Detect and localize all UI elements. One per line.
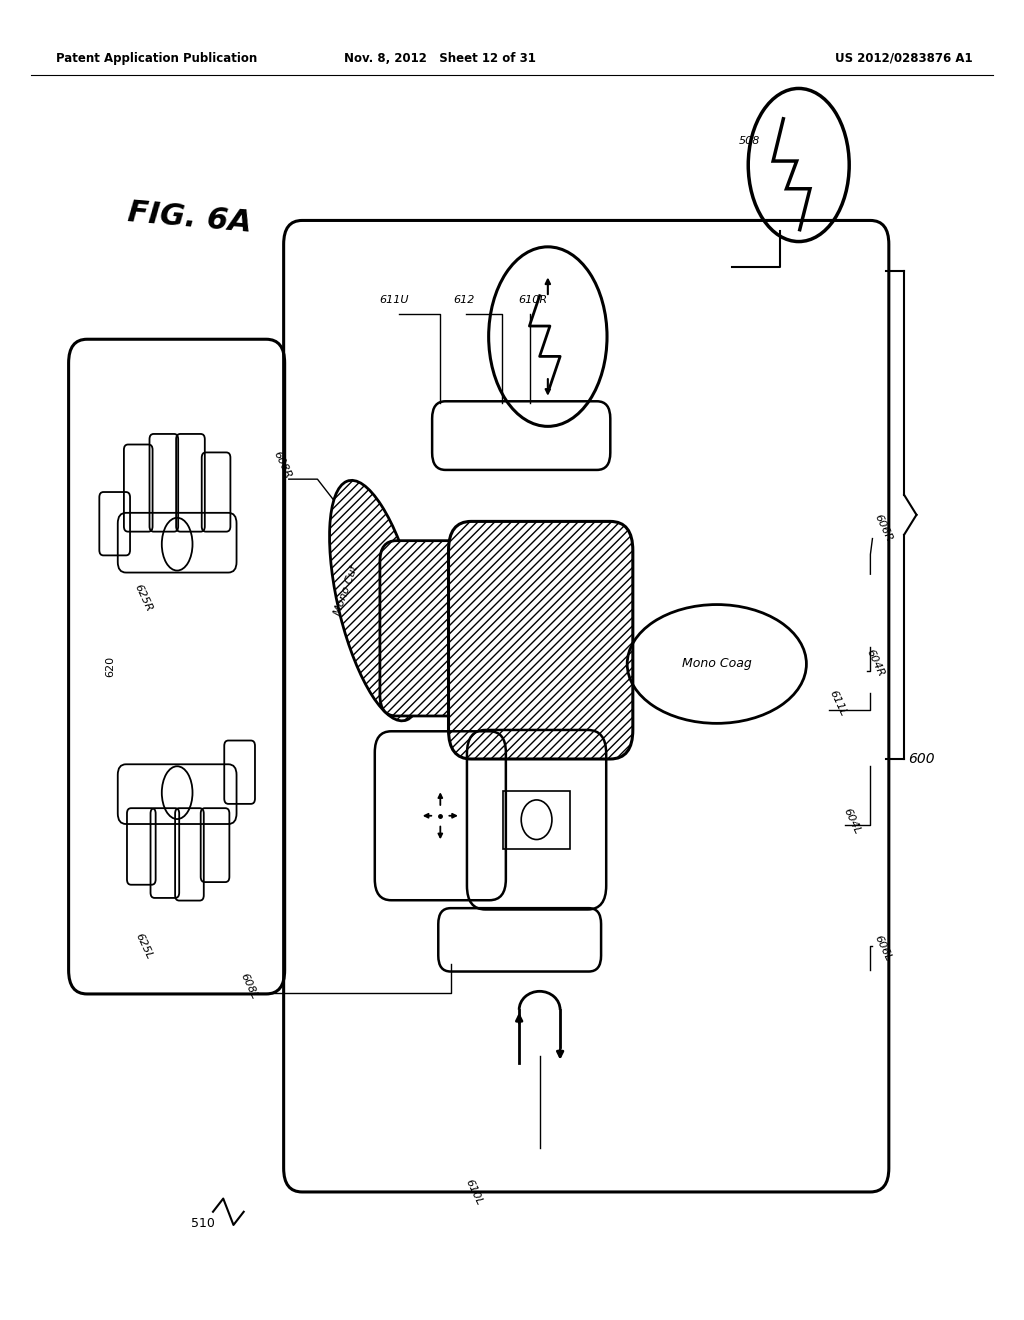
- Text: Patent Application Publication: Patent Application Publication: [56, 51, 258, 65]
- Text: Mono Coag: Mono Coag: [682, 657, 752, 671]
- Text: 625R: 625R: [133, 582, 154, 614]
- Text: 608R: 608R: [272, 449, 293, 480]
- Text: Mono Cut: Mono Cut: [333, 564, 359, 616]
- Text: Nov. 8, 2012   Sheet 12 of 31: Nov. 8, 2012 Sheet 12 of 31: [344, 51, 537, 65]
- Text: 610R: 610R: [518, 294, 547, 305]
- Ellipse shape: [330, 480, 424, 721]
- Text: 604R: 604R: [865, 647, 886, 678]
- FancyBboxPatch shape: [449, 521, 633, 759]
- Text: 600: 600: [908, 752, 935, 766]
- Text: 608L: 608L: [239, 972, 259, 1001]
- Text: 604L: 604L: [842, 807, 862, 836]
- Text: 620: 620: [105, 656, 116, 677]
- Text: 606R: 606R: [872, 512, 893, 544]
- Text: 625L: 625L: [133, 932, 154, 961]
- Text: 611U: 611U: [380, 294, 409, 305]
- Text: 606L: 606L: [872, 933, 893, 962]
- Text: 610L: 610L: [464, 1177, 484, 1206]
- FancyBboxPatch shape: [380, 541, 511, 715]
- Text: FIG. 6A: FIG. 6A: [126, 198, 253, 238]
- Text: 612: 612: [454, 294, 474, 305]
- Text: 611L: 611L: [827, 689, 848, 718]
- Text: US 2012/0283876 A1: US 2012/0283876 A1: [836, 51, 973, 65]
- Text: 510: 510: [190, 1217, 215, 1230]
- Text: 508: 508: [739, 136, 760, 147]
